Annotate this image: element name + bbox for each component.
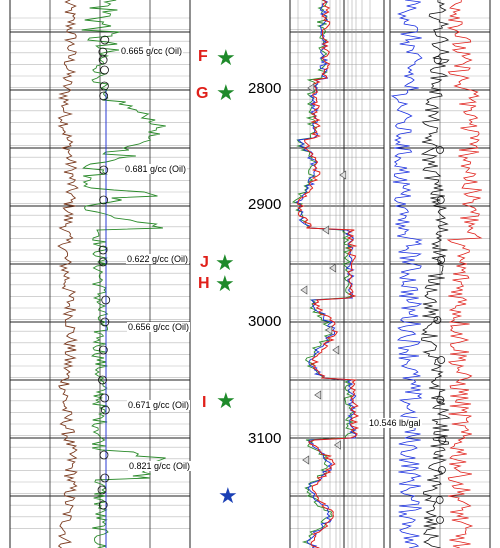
pressure-point: [98, 345, 108, 355]
caliper-marker: [314, 390, 322, 400]
density-annotation: 0.665 g/cc (Oil): [120, 46, 184, 56]
pressure-point: [437, 356, 446, 364]
caliper-marker: [325, 325, 333, 335]
pressure-point: [100, 473, 110, 483]
pressure-point: [438, 436, 447, 444]
track3-blue-curve: [390, 0, 423, 548]
marker-letter-i: I: [202, 394, 207, 411]
track3-red-curve: [446, 0, 483, 548]
caliper-marker: [339, 170, 347, 180]
track2-red-curve: [296, 0, 360, 548]
star-icon: ★: [216, 389, 236, 414]
pressure-point: [435, 496, 444, 504]
pressure-point: [101, 295, 111, 305]
depth-label-3000: 3000: [248, 313, 282, 330]
pressure-point: [98, 500, 108, 510]
track2-blue-curve: [295, 0, 357, 548]
star-icon: ★: [215, 272, 235, 297]
pressure-point: [433, 316, 442, 324]
depth-label-2800: 2800: [248, 80, 282, 97]
caliper-marker: [307, 83, 315, 93]
pressure-point: [100, 65, 109, 75]
pressure-point: [436, 396, 445, 404]
caliper-marker: [300, 285, 308, 295]
pressure-point: [99, 450, 109, 460]
depth-label-2900: 2900: [248, 196, 282, 213]
pressure-point: [436, 146, 444, 154]
gamma-ray-curve: [57, 0, 79, 548]
marker-letter-g: G: [196, 85, 209, 102]
caliper-marker: [333, 440, 341, 450]
pressure-point: [99, 91, 109, 101]
marker-letter-h: H: [198, 275, 210, 292]
track2-green-curve: [291, 0, 355, 548]
caliper-marker: [322, 225, 330, 235]
star-icon: ★: [218, 484, 238, 509]
star-icon: ★: [216, 81, 236, 106]
pressure-point: [438, 466, 446, 474]
pressure-point: [98, 375, 107, 385]
track3-black-curve: [420, 0, 451, 548]
depth-label-3100: 3100: [248, 430, 282, 447]
density-annotation: 0.821 g/cc (Oil): [128, 461, 192, 471]
pressure-point: [99, 81, 109, 91]
pressure-point: [100, 35, 110, 45]
caliper-marker: [302, 455, 310, 465]
pressure-point: [100, 405, 110, 415]
pressure-point: [437, 256, 446, 264]
pressure-point: [436, 196, 445, 204]
marker-letter-j: J: [200, 254, 209, 271]
pressure-point: [99, 195, 109, 205]
density-annotation: 0.656 g/cc (Oil): [127, 322, 191, 332]
star-icon: ★: [215, 251, 235, 276]
pressure-point: [97, 485, 107, 495]
density-annotation: 0.681 g/cc (Oil): [124, 164, 188, 174]
pressure-point: [98, 257, 108, 267]
density-annotation: 0.671 g/cc (Oil): [127, 400, 191, 410]
pressure-point: [99, 165, 109, 175]
pressure-point: [436, 516, 444, 524]
mud-weight-label: 10.546 lb/gal: [368, 418, 422, 428]
pressure-point: [100, 317, 110, 327]
marker-letter-f: F: [198, 48, 208, 65]
pressure-point: [98, 245, 108, 255]
caliper-marker: [332, 345, 340, 355]
pressure-point: [98, 55, 108, 65]
density-annotation: 0.622 g/cc (Oil): [126, 254, 190, 264]
caliper-marker: [329, 263, 337, 273]
star-icon: ★: [216, 46, 236, 71]
pressure-point: [433, 56, 442, 64]
pressure-point: [100, 393, 110, 403]
